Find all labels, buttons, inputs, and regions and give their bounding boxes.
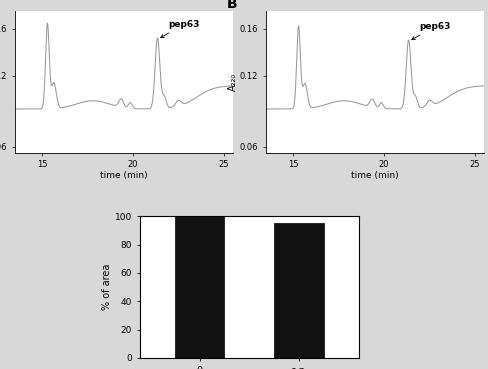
X-axis label: time (min): time (min) xyxy=(100,171,147,180)
Text: pep63: pep63 xyxy=(161,20,200,38)
Y-axis label: % of area: % of area xyxy=(102,264,112,310)
Y-axis label: A₂₂₀: A₂₂₀ xyxy=(228,73,238,91)
Bar xyxy=(274,224,324,358)
Text: pep63: pep63 xyxy=(411,22,450,40)
Bar xyxy=(174,216,224,358)
X-axis label: time (min): time (min) xyxy=(350,171,398,180)
Text: B: B xyxy=(226,0,237,11)
